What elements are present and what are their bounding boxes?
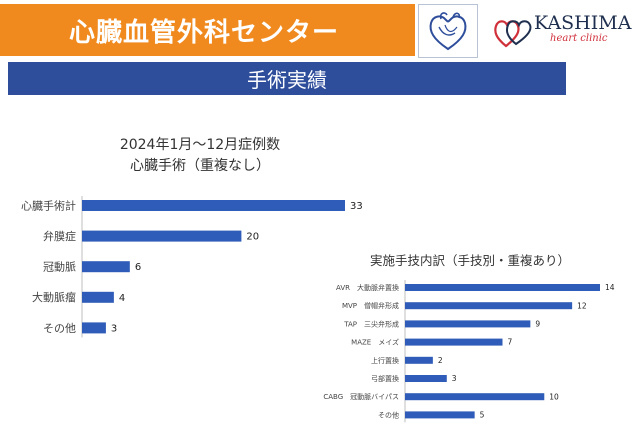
chart1-category-label: 冠動脈: [43, 260, 76, 274]
chart1-value-label: 20: [246, 232, 259, 243]
chart2-category-label: CABG 冠動脈バイパス: [323, 392, 399, 401]
chart2-value-label: 2: [438, 356, 443, 365]
brand-heart-icon: [494, 20, 532, 48]
chart2-value-label: 7: [508, 338, 513, 347]
header-bar: [0, 4, 415, 56]
chart2-category-label: 弓部置換: [371, 374, 399, 383]
heart-icon: [429, 12, 467, 51]
chart1-value-label: 4: [119, 293, 125, 304]
section-title: 手術実績: [247, 68, 327, 92]
chart2-bar: [405, 302, 573, 310]
chart2-bar: [405, 338, 503, 346]
chart1-category-label: 心臓手術計: [21, 198, 76, 212]
brand-name: KASHIMA: [534, 12, 632, 34]
chart1-value-label: 3: [111, 323, 117, 334]
chart2-category-label: TAP 三尖弁形成: [343, 319, 399, 328]
chart2-bar: [405, 393, 545, 401]
chart2-bar: [405, 375, 447, 382]
chart1-bar: [82, 261, 130, 273]
chart2-bar: [405, 411, 475, 419]
chart1-bar: [82, 230, 242, 242]
chart2-category-label: 上行置換: [371, 356, 399, 365]
chart1-category-label: 大動脈瘤: [32, 290, 76, 304]
section-bar: [8, 62, 566, 95]
brand-logo: KASHIMA heart clinic: [492, 12, 637, 52]
chart1-title: 2024年1月〜12月症例数: [119, 137, 281, 153]
chart1-category-label: その他: [43, 322, 76, 335]
chart1-category-label: 弁膜症: [43, 229, 76, 243]
chart2-value-label: 3: [452, 374, 457, 383]
chart2-bar: [405, 320, 531, 328]
heart-logo: [418, 4, 478, 58]
chart2-value-label: 12: [577, 301, 587, 310]
chart2-value-label: 10: [549, 392, 559, 401]
chart2-category-label: MVP 僧帽弁形成: [342, 301, 399, 310]
chart2-category-label: MAZE メイズ: [351, 338, 399, 347]
brand-tagline: heart clinic: [550, 33, 608, 44]
chart2-value-label: 5: [480, 411, 485, 420]
chart1-bar: [82, 200, 345, 211]
chart2-bar: [405, 356, 433, 364]
chart1-subtitle: 心臓手術（重複なし）: [130, 158, 270, 174]
chart2-title: 実施手技内訳（手技別・重複あり）: [370, 253, 571, 268]
page-title: 心臓血管外科センター: [68, 17, 339, 48]
chart2-category-label: AVR 大動脈弁置換: [336, 283, 399, 292]
chart2-value-label: 9: [535, 320, 540, 329]
chart1-bar: [82, 322, 106, 334]
chart2-bar: [405, 284, 600, 291]
chart2-value-label: 14: [605, 283, 615, 292]
chart1-value-label: 6: [135, 262, 141, 273]
chart1-value-label: 33: [350, 201, 363, 212]
chart1-bar: [82, 291, 114, 303]
chart2-category-label: その他: [378, 410, 399, 419]
